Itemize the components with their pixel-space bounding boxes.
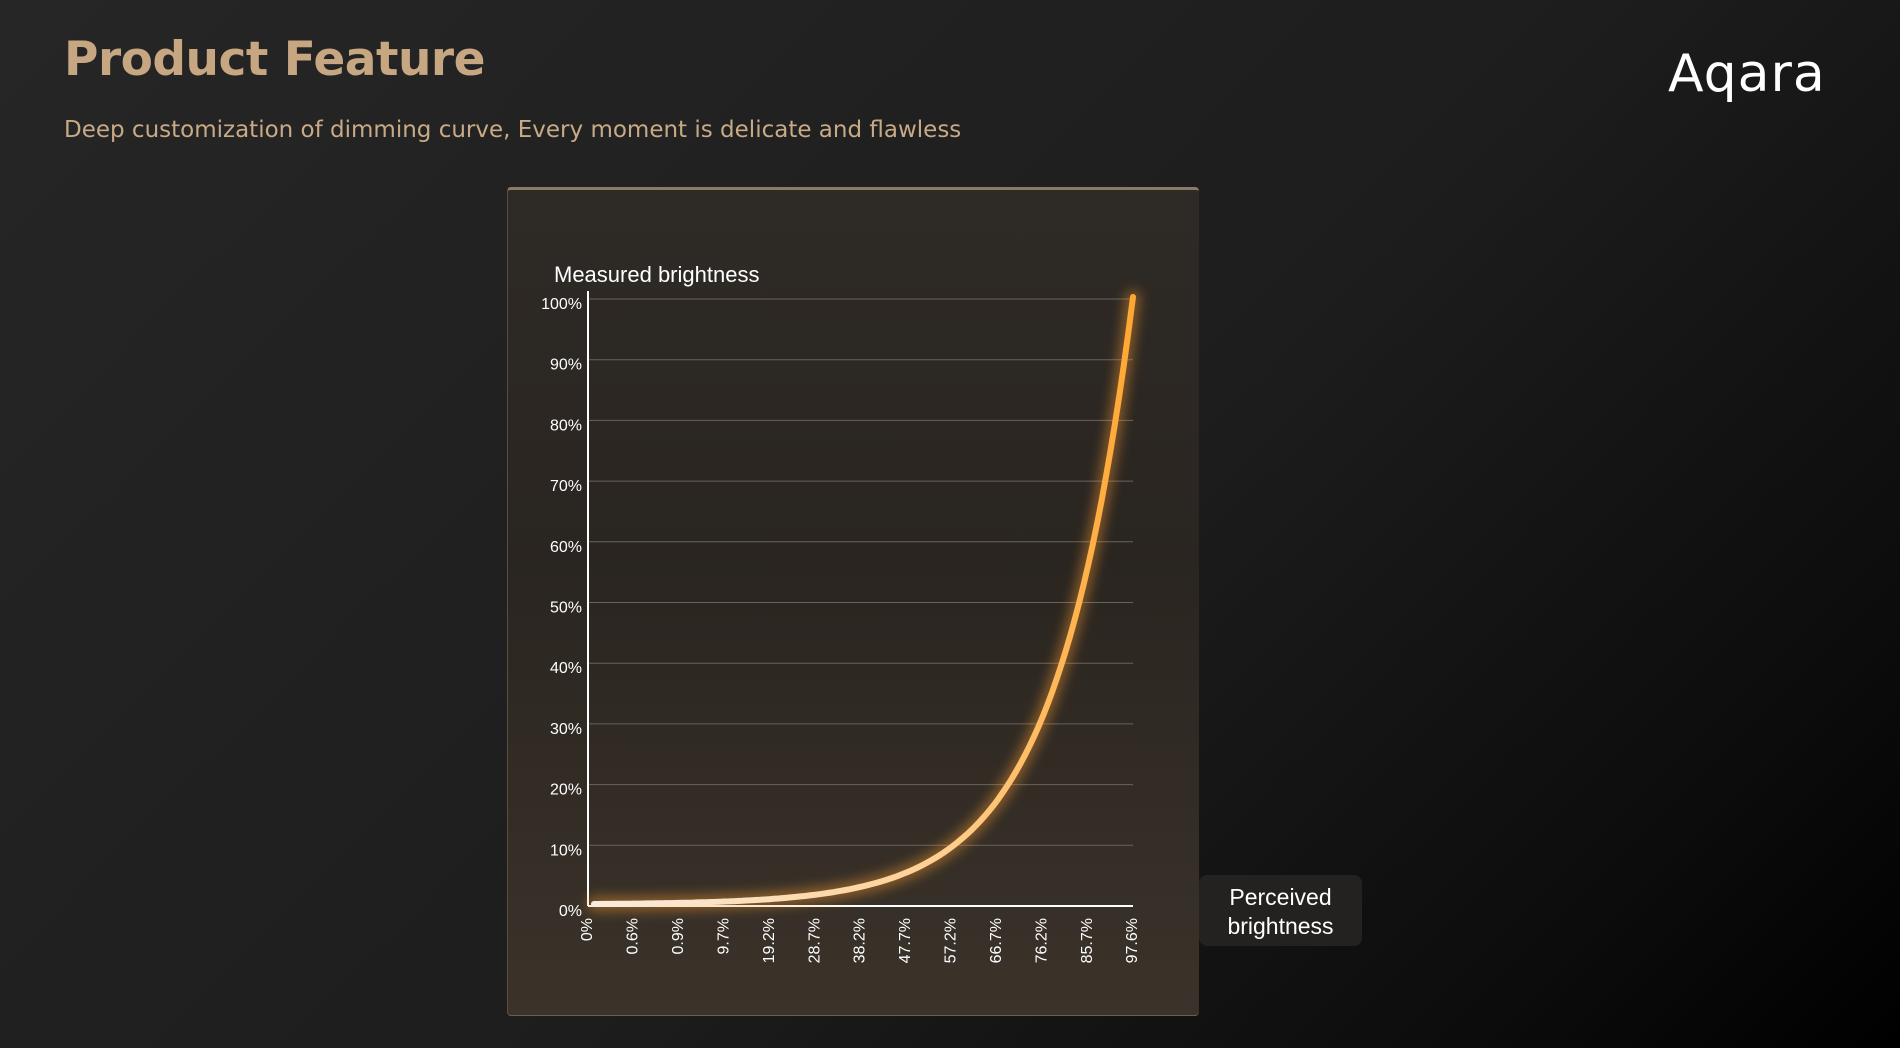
y-tick-label: 30% (550, 721, 582, 738)
curve-glow (587, 290, 1140, 911)
x-tick-label: 38.2% (852, 918, 869, 963)
y-tick-label: 20% (550, 782, 582, 799)
x-tick-label: 47.7% (897, 918, 914, 963)
y-axis-label: Measured brightness (554, 262, 759, 287)
page-title: Product Feature (64, 32, 486, 87)
y-tick-label: 100% (541, 296, 582, 313)
axes (587, 291, 1133, 907)
x-tick-label: 19.2% (761, 918, 778, 963)
y-tick-label: 70% (550, 478, 582, 495)
x-axis-label-box (1199, 875, 1362, 946)
y-tick-label: 40% (550, 660, 582, 677)
x-tick-label: 97.6% (1124, 918, 1141, 963)
x-tick-labels: 0% 0.6% 0.9% 9.7% 19.2% 28.7% 38.2% 47.7% 57.2% 6… (579, 918, 1141, 963)
brightness-curve (591, 294, 1136, 907)
page-subtitle: Deep customization of dimming curve, Eve… (64, 117, 962, 143)
aqara-logo: Aqara (1668, 44, 1826, 104)
x-tick-label: 9.7% (715, 918, 732, 954)
x-tick-label: 0.6% (625, 918, 642, 954)
y-tick-label: 90% (550, 357, 582, 374)
x-tick-label: 57.2% (943, 918, 960, 963)
x-tick-label: 76.2% (1033, 918, 1050, 963)
x-axis-label: Perceived brightness (1227, 884, 1334, 939)
y-tick-label: 60% (550, 539, 582, 556)
x-tick-label: 66.7% (988, 918, 1005, 963)
x-tick-label: 28.7% (806, 918, 823, 963)
y-tick-labels: 0% 10% 20% 30% 40% 50% 60% 70% 80% 90% 100% (541, 296, 582, 920)
y-tick-label: 10% (550, 842, 582, 859)
x-tick-label: 85.7% (1079, 918, 1096, 963)
y-tick-label: 0% (559, 903, 582, 920)
y-tick-label: 80% (550, 417, 582, 434)
grid-lines (588, 298, 1133, 846)
y-tick-label: 50% (550, 600, 582, 617)
x-tick-label: 0% (579, 918, 596, 941)
x-tick-label: 0.9% (670, 918, 687, 954)
curve-series (587, 290, 1140, 911)
